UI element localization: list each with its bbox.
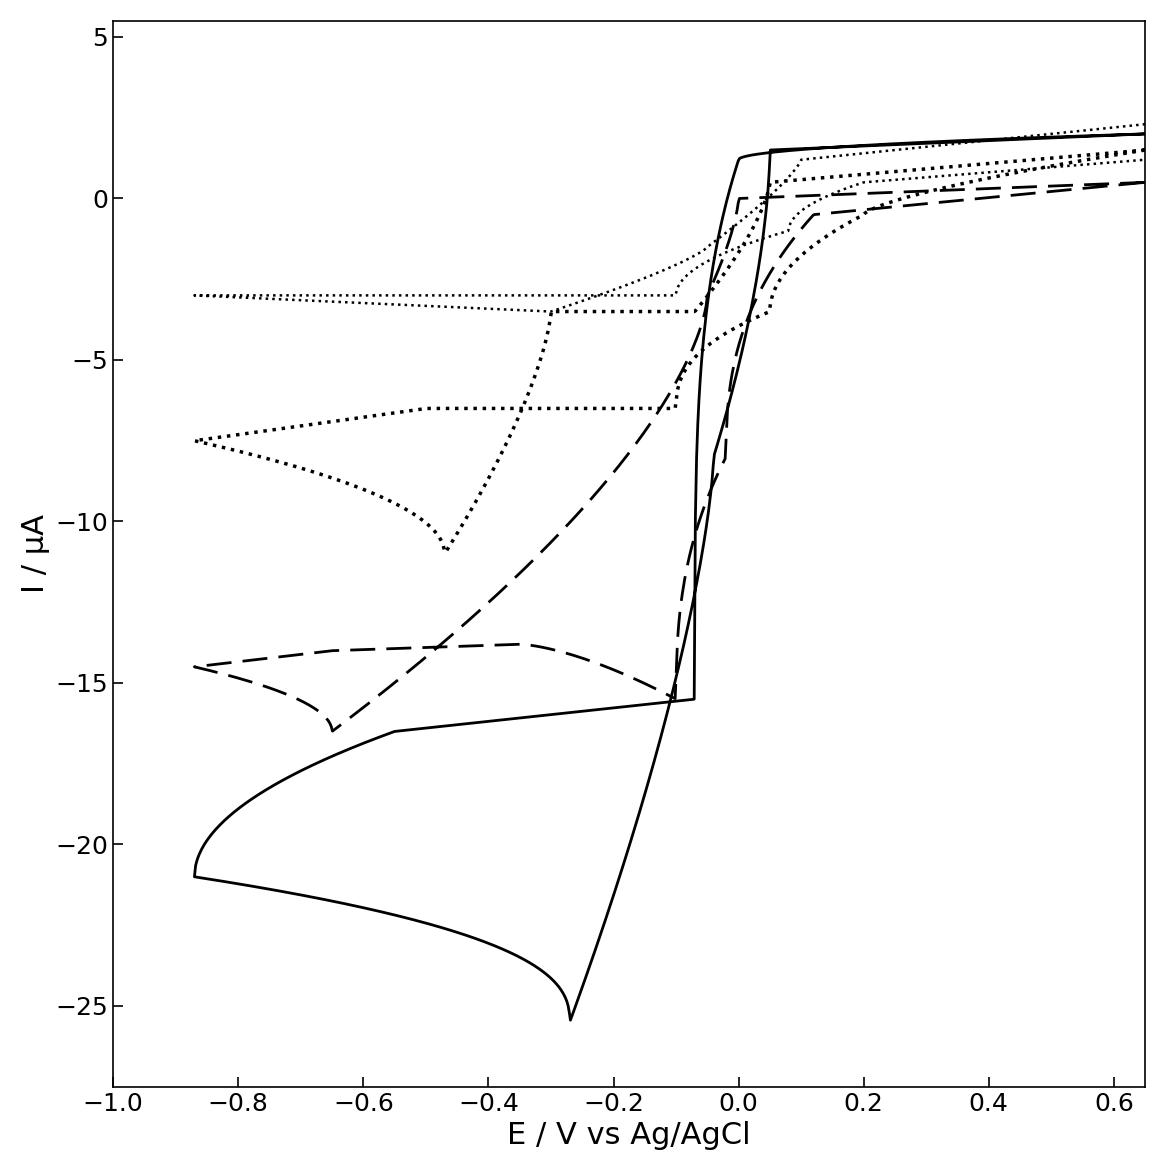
X-axis label: E / V vs Ag/AgCl: E / V vs Ag/AgCl — [507, 1121, 751, 1150]
Y-axis label: I / μA: I / μA — [21, 514, 50, 594]
